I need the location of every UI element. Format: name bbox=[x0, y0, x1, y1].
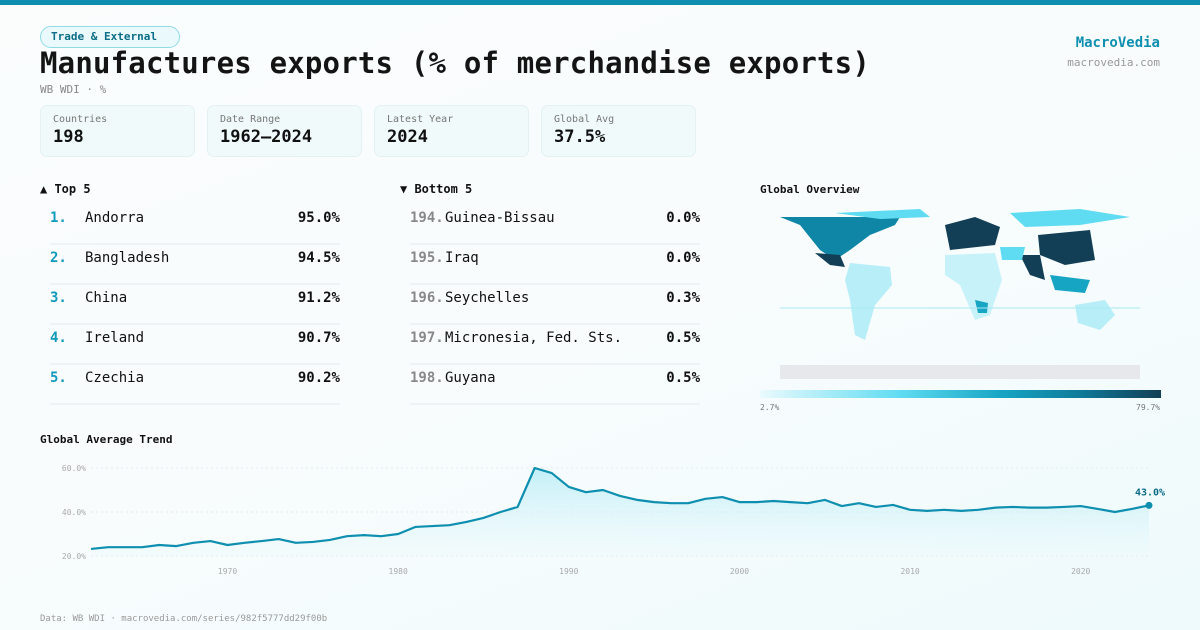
value: 95.0% bbox=[297, 210, 340, 226]
map-europe bbox=[945, 217, 1000, 250]
rank: 4. bbox=[50, 330, 67, 346]
country-name: Bangladesh bbox=[85, 250, 170, 266]
map-australia bbox=[1075, 300, 1115, 330]
footer-source: Data: WB WDI · macrovedia.com/series/982… bbox=[40, 614, 328, 624]
world-map[interactable] bbox=[780, 205, 1142, 380]
y-tick-label: 40.0% bbox=[62, 508, 86, 517]
country-name: Ireland bbox=[85, 330, 145, 346]
data-point bbox=[1145, 501, 1153, 509]
value: 94.5% bbox=[297, 250, 340, 266]
map-color-legend bbox=[760, 390, 1161, 398]
list-item[interactable]: 5. Czechia 90.2% bbox=[50, 365, 340, 405]
trend-chart[interactable]: 20.0% 40.0% 60.0% 1970 1980 1990 2000 2010 2020 4… bbox=[0, 450, 1200, 590]
list-item[interactable]: 1. Andorra 95.0% bbox=[50, 205, 340, 245]
rank: 197. bbox=[410, 330, 444, 346]
top-accent-bar bbox=[0, 0, 1200, 5]
page-title: Manufactures exports (% of merchandise e… bbox=[40, 46, 870, 80]
x-tick-label: 1980 bbox=[389, 567, 408, 576]
map-canada-north bbox=[835, 209, 930, 219]
country-name: Guinea-Bissau bbox=[445, 210, 555, 226]
value: 0.3% bbox=[666, 290, 700, 306]
rank: 194. bbox=[410, 210, 444, 226]
x-tick-label: 2010 bbox=[900, 567, 919, 576]
stat-label: Countries bbox=[53, 114, 108, 125]
map-middle-east bbox=[1000, 247, 1025, 260]
stat-label: Latest Year bbox=[387, 114, 454, 125]
brand-url[interactable]: macrovedia.com bbox=[1067, 56, 1160, 69]
rank: 1. bbox=[50, 210, 67, 226]
rank: 3. bbox=[50, 290, 67, 306]
list-item[interactable]: 2. Bangladesh 94.5% bbox=[50, 245, 340, 285]
value: 91.2% bbox=[297, 290, 340, 306]
value: 0.0% bbox=[666, 250, 700, 266]
stat-value: 37.5% bbox=[554, 127, 606, 147]
list-item[interactable]: 3. China 91.2% bbox=[50, 285, 340, 325]
country-name: Andorra bbox=[85, 210, 145, 226]
value: 90.2% bbox=[297, 370, 340, 386]
map-south-america bbox=[845, 263, 892, 340]
y-tick-label: 20.0% bbox=[62, 552, 86, 561]
x-tick-label: 2000 bbox=[730, 567, 749, 576]
rank: 2. bbox=[50, 250, 67, 266]
stat-value: 198 bbox=[53, 127, 84, 147]
brand-logo[interactable]: MacroVedia bbox=[1075, 35, 1160, 51]
page-subtitle: WB WDI · % bbox=[40, 83, 107, 96]
country-name: Iraq bbox=[445, 250, 479, 266]
stat-value: 2024 bbox=[387, 127, 428, 147]
series-line bbox=[90, 466, 1150, 551]
map-southeast-asia bbox=[1050, 275, 1090, 293]
rank: 198. bbox=[410, 370, 444, 386]
stat-card-countries: Countries 198 bbox=[40, 105, 195, 157]
stat-label: Date Range bbox=[220, 114, 281, 125]
map-north-america bbox=[780, 217, 900, 260]
map-china bbox=[1038, 230, 1095, 265]
map-antarctica bbox=[780, 365, 1140, 379]
category-badge[interactable]: Trade & External bbox=[40, 26, 180, 48]
x-tick-label: 2020 bbox=[1071, 567, 1090, 576]
list-item[interactable]: 195. Iraq 0.0% bbox=[410, 245, 700, 285]
country-name: Micronesia, Fed. Sts. bbox=[445, 330, 623, 346]
bottom5-heading: ▼ Bottom 5 bbox=[400, 182, 473, 196]
list-item[interactable]: 4. Ireland 90.7% bbox=[50, 325, 340, 365]
value: 0.5% bbox=[666, 370, 700, 386]
value: 0.0% bbox=[666, 210, 700, 226]
stat-card-latest-year: Latest Year 2024 bbox=[374, 105, 529, 157]
x-tick-label: 1970 bbox=[218, 567, 237, 576]
map-southern-africa bbox=[975, 300, 988, 313]
value: 90.7% bbox=[297, 330, 340, 346]
map-mexico bbox=[815, 253, 845, 267]
list-item[interactable]: 197. Micronesia, Fed. Sts. 0.5% bbox=[410, 325, 700, 365]
stat-card-global-avg: Global Avg 37.5% bbox=[541, 105, 696, 157]
list-item[interactable]: 194. Guinea-Bissau 0.0% bbox=[410, 205, 700, 245]
area-fill bbox=[91, 468, 1149, 556]
country-name: China bbox=[85, 290, 128, 306]
map-africa bbox=[945, 253, 1002, 320]
country-name: Guyana bbox=[445, 370, 496, 386]
map-russia bbox=[1010, 209, 1130, 227]
top5-heading: ▲ Top 5 bbox=[40, 182, 91, 196]
stat-value: 1962–2024 bbox=[220, 127, 313, 147]
y-tick-label: 60.0% bbox=[62, 464, 86, 473]
last-value-label: 43.0% bbox=[1135, 487, 1165, 498]
value: 0.5% bbox=[666, 330, 700, 346]
map-india bbox=[1020, 255, 1045, 280]
country-name: Seychelles bbox=[445, 290, 530, 306]
legend-min: 2.7% bbox=[760, 403, 780, 412]
stat-label: Global Avg bbox=[554, 114, 615, 125]
list-item[interactable]: 196. Seychelles 0.3% bbox=[410, 285, 700, 325]
rank: 5. bbox=[50, 370, 67, 386]
stat-card-date-range: Date Range 1962–2024 bbox=[207, 105, 362, 157]
trend-chart-title: Global Average Trend bbox=[40, 433, 173, 446]
x-tick-label: 1990 bbox=[559, 567, 578, 576]
map-heading: Global Overview bbox=[760, 183, 860, 196]
rank: 196. bbox=[410, 290, 444, 306]
country-name: Czechia bbox=[85, 370, 145, 386]
legend-max: 79.7% bbox=[1136, 403, 1161, 412]
rank: 195. bbox=[410, 250, 444, 266]
list-item[interactable]: 198. Guyana 0.5% bbox=[410, 365, 700, 405]
